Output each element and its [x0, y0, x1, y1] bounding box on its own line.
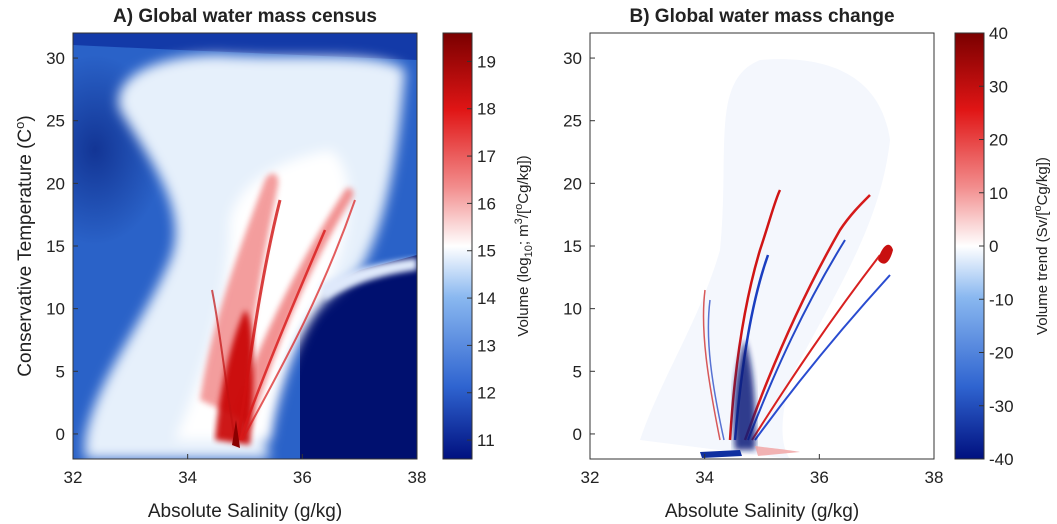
panel-b-cb-tick-label: 20 — [989, 131, 1008, 150]
panel-a-ytick-label: 15 — [46, 237, 65, 256]
panel-a-cb-tick-label: 18 — [477, 100, 496, 119]
panel-b-cb-tick-label: -30 — [989, 397, 1014, 416]
panel-b-streak-red-4 — [702, 289, 721, 441]
panel-a-ytick-label: 0 — [56, 425, 65, 444]
panel-a-colorbar-fill — [442, 32, 473, 460]
panel-b-colorbar-ticks: -40 -30 -20 -10 0 10 20 30 40 — [979, 24, 1014, 469]
panel-b-cb-tick-label: 40 — [989, 24, 1008, 43]
panel-a-colorbar-label: Volume (log10; m3/[oCg/kg]) — [513, 155, 535, 336]
panel-b-ytick-label: 25 — [563, 112, 582, 131]
panel-a-cb-tick-label: 11 — [477, 431, 495, 450]
panel-b-x-ticks: 32 34 36 38 — [581, 454, 944, 487]
panel-a-colorbar: 11 12 13 14 15 16 17 18 19 Volume (log10; m3/[oC… — [442, 32, 535, 460]
panel-b-cb-tick-label: 10 — [989, 184, 1008, 203]
panel-b-ytick-label: 30 — [563, 49, 582, 68]
panel-a-tongue — [320, 258, 417, 300]
panel-b: B) Global water mass change 32 34 36 38 0 5 1… — [563, 6, 1051, 522]
cb-a-label-sup: 3 — [513, 218, 525, 224]
panel-a-red-plume-right — [235, 187, 354, 430]
panel-a-xtick-label: 34 — [178, 468, 197, 487]
panel-a-cb-tick-label: 16 — [477, 194, 496, 213]
panel-a-red-filament-1 — [236, 199, 282, 441]
panel-a-xtick-label: 36 — [293, 468, 312, 487]
panel-a-xtick-label: 38 — [408, 468, 427, 487]
panel-b-streak-blue-4 — [707, 299, 725, 441]
panel-b-xtick-label: 34 — [695, 468, 714, 487]
panel-b-y-ticks: 0 5 10 15 20 25 30 — [563, 49, 595, 444]
panel-a: A) Global water mass census 32 34 36 38 0 5 1… — [12, 6, 535, 522]
panel-a-x-ticks: 32 34 36 38 — [64, 454, 427, 487]
panel-a-deep-region-top — [73, 33, 417, 60]
panel-b-red-foot — [755, 446, 800, 456]
panel-b-xlabel: Absolute Salinity (g/kg) — [665, 501, 859, 522]
panel-a-red-filament-4 — [211, 289, 236, 441]
cb-a-label-4: Cg/kg]) — [515, 155, 532, 203]
cb-b-label-1: Volume trend (Sv/[ — [1034, 211, 1051, 335]
cb-b-label-2: Cg/kg]) — [1034, 157, 1051, 205]
panel-b-ytick-label: 10 — [563, 300, 582, 319]
panel-b-cb-tick-label: 0 — [989, 237, 998, 256]
panel-a-ylabel-main: Conservative Temperature (C — [15, 129, 36, 377]
panel-b-heatmap — [590, 33, 934, 459]
panel-a-ytick-label: 5 — [56, 362, 65, 381]
panel-a-ytick-label: 30 — [46, 49, 65, 68]
panel-b-cb-tick-label: 30 — [989, 77, 1008, 96]
panel-a-xlabel: Absolute Salinity (g/kg) — [148, 501, 342, 522]
panel-b-ytick-label: 15 — [563, 237, 582, 256]
cb-b-label-sup: o — [1032, 205, 1044, 211]
panel-b-cb-tick-label: -20 — [989, 344, 1014, 363]
panel-a-cb-tick-label: 19 — [477, 52, 496, 71]
panel-b-xtick-label: 38 — [925, 468, 944, 487]
panel-b-red-hotspot — [878, 244, 893, 264]
panel-a-cb-tick-label: 17 — [477, 147, 496, 166]
panel-a-red-filament-3 — [241, 199, 356, 441]
cb-a-label-sub: 10 — [523, 245, 535, 257]
panel-a-xtick-label: 32 — [64, 468, 83, 487]
panel-b-streak-red-2 — [743, 194, 871, 441]
cb-a-label-3: /[ — [515, 209, 532, 218]
panel-b-ytick-label: 0 — [573, 425, 582, 444]
panel-a-cb-tick-label: 13 — [477, 336, 496, 355]
panel-b-streak-blue-3 — [754, 274, 891, 441]
panel-b-xtick-label: 32 — [581, 468, 600, 487]
panel-a-red-filament-2 — [238, 229, 327, 441]
cb-a-label-sup2: o — [513, 204, 525, 210]
panel-a-ytick-label: 10 — [46, 300, 65, 319]
panel-b-dark-core — [733, 340, 756, 450]
panel-a-red-plume — [200, 173, 279, 420]
panel-b-faint-envelope — [640, 59, 890, 459]
panel-a-heatmap — [73, 33, 417, 459]
panel-b-ytick-label: 20 — [563, 174, 582, 193]
panel-b-blue-foot — [700, 450, 742, 458]
panel-a-y-ticks: 0 5 10 15 20 25 30 — [46, 49, 78, 444]
panel-a-colorbar-ticks: 11 12 13 14 15 16 17 18 19 — [467, 52, 496, 450]
panel-a-cb-tick-label: 14 — [477, 289, 496, 308]
cb-a-label-2: ; m — [515, 224, 532, 245]
panel-a-ylabel: Conservative Temperature (Co) — [12, 115, 36, 376]
cb-a-label-1: Volume (log — [515, 257, 532, 336]
panel-a-ylabel-end: ) — [15, 115, 36, 121]
panel-a-ytick-label: 20 — [46, 174, 65, 193]
panel-b-streak-red-1 — [728, 189, 782, 441]
panel-b-title: B) Global water mass change — [629, 6, 894, 27]
panel-b-streak-red-3 — [751, 254, 881, 441]
panel-a-red-spike — [232, 420, 240, 448]
panel-b-colorbar-label: Volume trend (Sv/[oCg/kg]) — [1032, 157, 1051, 335]
panel-b-cb-tick-label: -10 — [989, 290, 1014, 309]
panel-b-cb-tick-label: -40 — [989, 450, 1014, 469]
panel-a-cb-tick-label: 12 — [477, 384, 496, 403]
panel-b-ytick-label: 5 — [573, 362, 582, 381]
panel-a-deep-region-right — [300, 255, 417, 459]
panel-a-cb-tick-label: 15 — [477, 242, 496, 261]
panel-a-ylabel-sup: o — [12, 122, 27, 129]
panel-b-streak-blue-2 — [747, 239, 846, 441]
panel-b-xtick-label: 36 — [810, 468, 829, 487]
panel-a-ytick-label: 25 — [46, 112, 65, 131]
panel-a-title: A) Global water mass census — [113, 6, 377, 27]
panel-b-colorbar: -40 -30 -20 -10 0 10 20 30 40 Volume trend (Sv/[… — [954, 24, 1051, 469]
